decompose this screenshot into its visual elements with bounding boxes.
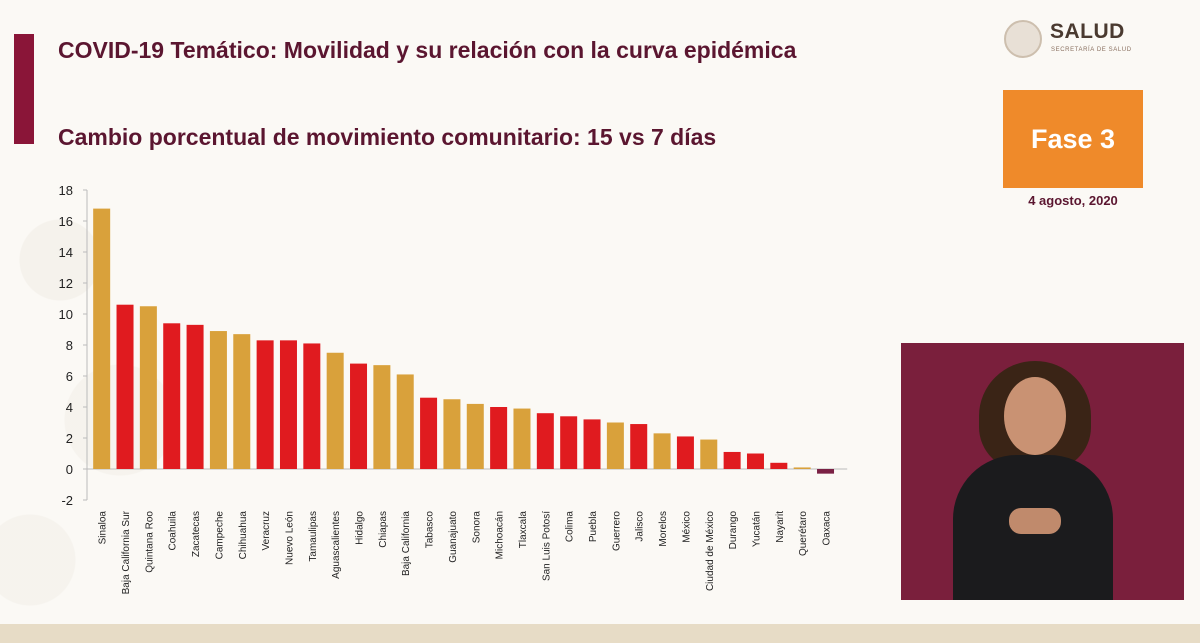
bar-27 (723, 451, 741, 469)
x-category-label: Puebla (588, 511, 599, 543)
interpreter-hands (1009, 508, 1061, 534)
bar-29 (770, 462, 788, 469)
bar-15 (443, 399, 461, 469)
bar-20 (560, 416, 578, 469)
bar-6 (233, 334, 251, 469)
bar-19 (536, 413, 554, 469)
x-category-label: Chihuahua (238, 511, 249, 560)
bar-9 (303, 343, 321, 469)
bar-31 (817, 469, 835, 474)
x-category-label: Baja California Sur (121, 510, 132, 594)
x-category-label: Quintana Roo (144, 511, 155, 573)
y-tick-label: 0 (66, 462, 73, 477)
bar-21 (583, 419, 601, 469)
x-category-label: Querétaro (798, 511, 809, 556)
x-category-label: Ciudad de México (705, 511, 716, 591)
phase-label: Fase 3 (1030, 123, 1116, 154)
x-category-label: Oaxaca (822, 511, 833, 546)
x-category-label: Yucatán (751, 511, 762, 547)
x-category-label: Durango (728, 511, 739, 550)
bar-chart: 18 16 14 12 10 8 6 4 2 0 -2 Sinaloa Baja California … (59, 183, 848, 594)
x-category-label: Nuevo León (284, 511, 295, 565)
bar-2 (139, 306, 157, 469)
title-accent-bar (14, 34, 34, 144)
bar-13 (396, 374, 414, 469)
x-category-label: Guanajuato (448, 511, 459, 563)
x-category-label: Sinaloa (98, 511, 109, 545)
bar-12 (373, 365, 391, 469)
bar-3 (163, 323, 181, 469)
y-tick-label: 6 (66, 369, 73, 384)
y-tick-label: 12 (59, 276, 73, 291)
bar-11 (350, 363, 368, 469)
bar-7 (256, 340, 274, 469)
x-category-label: Baja California (401, 511, 412, 576)
y-tick-label: 10 (59, 307, 73, 322)
x-category-label: Sonora (471, 511, 482, 544)
x-category-label: Guerrero (611, 511, 622, 551)
x-category-label: Tamaulipas (308, 511, 319, 562)
bar-17 (490, 407, 508, 469)
background-pattern (0, 0, 380, 643)
x-category-label: Tabasco (425, 511, 436, 549)
bar-23 (630, 424, 648, 469)
y-tick-label: 18 (59, 183, 73, 198)
bar-30 (793, 467, 811, 469)
logo-subtitle: SECRETARÍA DE SALUD (1051, 47, 1132, 53)
bar-16 (466, 403, 484, 469)
bar-24 (653, 433, 671, 469)
x-category-label: Morelos (658, 511, 669, 547)
y-tick-label: 14 (59, 245, 73, 260)
x-category-label: Campeche (214, 511, 225, 560)
x-category-label: México (681, 511, 692, 543)
x-category-label: Hidalgo (355, 511, 366, 545)
bar-1 (116, 304, 134, 469)
date-label: 4 agosto, 2020 (1028, 193, 1118, 208)
salud-logo: SALUD SECRETARÍA DE SALUD (1004, 18, 1154, 62)
sign-language-video (901, 343, 1184, 600)
bar-18 (513, 408, 531, 469)
x-category-label: Michoacán (495, 511, 506, 559)
page-title: COVID-19 Temático: Movilidad y su relaci… (58, 37, 797, 63)
bar-14 (420, 397, 438, 469)
x-category-label: Tlaxcala (518, 511, 529, 549)
y-tick-label: 4 (66, 400, 73, 415)
bar-28 (746, 453, 764, 469)
seal-icon (1004, 20, 1042, 58)
bar-10 (326, 352, 344, 469)
x-category-label: San Luis Potosí (541, 511, 552, 581)
x-category-label: Zacatecas (191, 511, 202, 557)
bottom-band (0, 624, 1200, 643)
bar-8 (279, 340, 297, 469)
y-tick-label: 16 (59, 214, 73, 229)
interpreter-face (1004, 377, 1066, 455)
bar-22 (606, 422, 624, 469)
bar-0 (93, 208, 111, 469)
x-category-label: Veracruz (261, 511, 272, 550)
phase-badge: Fase 3 (1003, 90, 1143, 188)
x-category-label: Chiapas (378, 511, 389, 548)
chart-subtitle: Cambio porcentual de movimiento comunita… (58, 124, 717, 150)
x-category-label: Colima (565, 511, 576, 543)
x-category-label: Coahuila (168, 511, 179, 551)
x-category-label: Jalisco (635, 511, 646, 542)
y-tick-label: -2 (61, 493, 73, 508)
bar-26 (700, 439, 718, 469)
logo-name: SALUD (1050, 20, 1125, 43)
y-tick-label: 2 (66, 431, 73, 446)
x-category-label: Aguascalientes (331, 511, 342, 579)
x-category-label: Nayarit (775, 511, 786, 543)
bar-4 (186, 324, 204, 469)
y-tick-label: 8 (66, 338, 73, 353)
bar-25 (676, 436, 694, 469)
bar-5 (209, 331, 227, 469)
